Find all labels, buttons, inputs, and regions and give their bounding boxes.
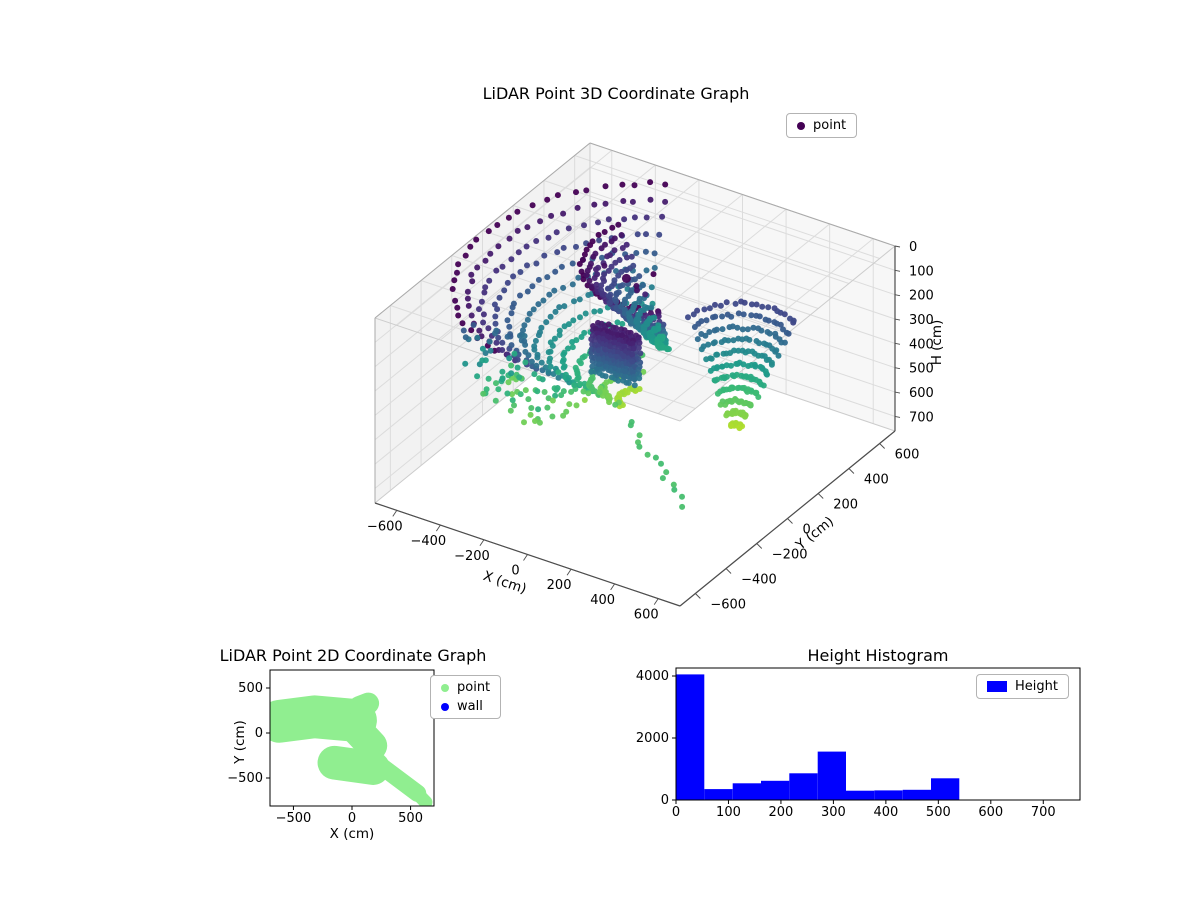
svg-text:H (cm): H (cm) (929, 320, 945, 366)
svg-text:X (cm): X (cm) (481, 568, 528, 597)
svg-text:0: 0 (672, 805, 680, 820)
svg-text:−400: −400 (410, 534, 446, 549)
svg-text:−500: −500 (227, 771, 263, 786)
legend-label-wall: wall (457, 699, 483, 714)
svg-text:100: 100 (716, 805, 741, 820)
svg-text:−200: −200 (772, 548, 808, 563)
legend-label-height: Height (1015, 679, 1058, 694)
svg-text:−200: −200 (454, 549, 490, 564)
svg-text:400: 400 (590, 593, 615, 608)
legend-label-point: point (813, 118, 847, 133)
histogram-legend: Height (976, 674, 1069, 699)
svg-text:−400: −400 (741, 573, 777, 588)
svg-text:200: 200 (547, 578, 572, 593)
svg-text:100: 100 (909, 264, 934, 279)
svg-text:600: 600 (978, 805, 1003, 820)
plot3d-title: LiDAR Point 3D Coordinate Graph (482, 84, 750, 103)
svg-text:−600: −600 (367, 519, 403, 534)
plot2d-legend: point wall (430, 675, 502, 719)
plot3d-points (449, 179, 797, 510)
svg-text:500: 500 (398, 811, 423, 826)
svg-text:500: 500 (926, 805, 951, 820)
svg-text:700: 700 (1031, 805, 1056, 820)
svg-text:X (cm): X (cm) (330, 826, 375, 842)
wall-legend-marker (441, 702, 449, 711)
svg-text:700: 700 (909, 410, 934, 425)
svg-text:Y (cm): Y (cm) (792, 513, 837, 554)
svg-text:0: 0 (803, 523, 811, 538)
svg-text:500: 500 (909, 362, 934, 377)
point-legend-marker (441, 683, 449, 692)
plot3d-legend: point (786, 113, 858, 138)
plot2d-title: LiDAR Point 2D Coordinate Graph (219, 646, 487, 665)
svg-text:200: 200 (833, 498, 858, 513)
plot2d-canvas: −500 0 500 −500 0 500 X (cm) Y (cm) (227, 669, 435, 842)
svg-text:−500: −500 (276, 811, 312, 826)
svg-text:2000: 2000 (636, 731, 669, 746)
svg-text:4000: 4000 (636, 669, 669, 684)
svg-text:0: 0 (661, 793, 669, 808)
plot3d-canvas: −600 −400 −200 0 200 400 600 −600 −400 −200 0 200 40… (367, 142, 945, 623)
point-legend-marker (797, 121, 805, 130)
legend-label-point: point (457, 680, 491, 695)
svg-text:500: 500 (238, 681, 263, 696)
svg-text:400: 400 (909, 337, 934, 352)
svg-text:400: 400 (864, 473, 889, 488)
svg-text:300: 300 (821, 805, 846, 820)
svg-text:400: 400 (873, 805, 898, 820)
svg-text:−600: −600 (710, 598, 746, 613)
svg-text:Y (cm): Y (cm) (232, 720, 248, 765)
svg-text:0: 0 (348, 811, 356, 826)
svg-text:600: 600 (895, 448, 920, 463)
svg-text:300: 300 (909, 313, 934, 328)
svg-text:0: 0 (255, 726, 263, 741)
svg-text:200: 200 (769, 805, 794, 820)
histogram-title: Height Histogram (807, 646, 949, 665)
svg-text:0: 0 (909, 240, 917, 255)
svg-text:200: 200 (909, 289, 934, 304)
height-legend-swatch (987, 681, 1007, 692)
svg-text:600: 600 (634, 608, 659, 623)
svg-text:0: 0 (511, 564, 519, 579)
svg-text:600: 600 (909, 386, 934, 401)
